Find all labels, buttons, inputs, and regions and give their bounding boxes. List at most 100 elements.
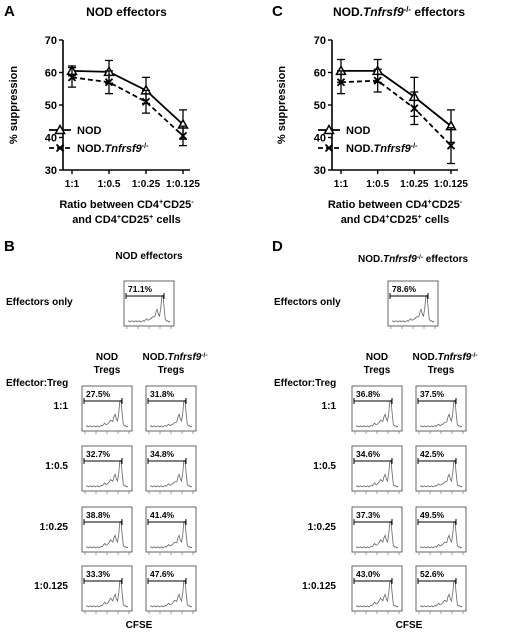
y-tick-label: 30 [45, 165, 57, 177]
histogram-frame [81, 506, 133, 553]
y-tick-label: 50 [314, 100, 326, 112]
y-tick-label: 50 [45, 100, 57, 112]
histogram-frame [351, 445, 403, 492]
y-tick-label: 70 [45, 35, 57, 47]
data-point-x [373, 76, 382, 85]
cfse-histogram: 78.6% [387, 280, 439, 329]
histogram-frame [123, 280, 175, 327]
ratio-label: 1:0.125 [34, 581, 68, 592]
y-tick-label: 30 [314, 165, 326, 177]
cfse-histogram: 27.5% [81, 385, 133, 434]
histogram-panel-B: B NOD effectors Effectors only 71.1% NOD Treg… [4, 238, 208, 631]
column-header-tnfrsf9: NOD.Tnfrsf9-/- [412, 352, 477, 364]
data-point-x [141, 97, 151, 106]
cfse-axis-label: CFSE [396, 620, 423, 631]
panel-title: NOD.Tnfrsf9-/- effectors [358, 254, 469, 266]
ratio-label: 1:0.5 [45, 461, 68, 472]
cfse-histogram: 49.5% [415, 506, 467, 555]
data-point-x [336, 78, 346, 87]
effectors-only-label: Effectors only [274, 297, 341, 308]
ratio-label: 1:1 [322, 401, 337, 412]
x-axis-label-line1: Ratio between CD4+CD25- [328, 198, 463, 211]
ratio-header: Effector:Treg [274, 378, 336, 389]
x-tick-label: 1:0.125 [434, 179, 468, 190]
cfse-histogram: 41.4% [145, 506, 197, 555]
ratio-header: Effector:Treg [6, 378, 68, 389]
legend-marker-x [324, 143, 334, 153]
histogram-frame [415, 385, 467, 432]
series-line [71, 76, 184, 137]
y-tick-label: 40 [45, 133, 57, 145]
panel-title: NOD effectors [115, 251, 183, 262]
ratio-label: 1:0.125 [302, 581, 336, 592]
cfse-histogram: 71.1% [123, 280, 175, 329]
legend-marker-triangle [54, 123, 66, 135]
cfse-histogram: 34.8% [145, 445, 197, 494]
gate-percentage: 32.7% [86, 449, 111, 459]
x-tick-label: 1:1 [334, 179, 349, 190]
chart-title: NOD.Tnfrsf9-/- effectors [333, 5, 465, 20]
legend-marker-triangle [323, 123, 335, 135]
x-tick-label: 1:0.5 [98, 179, 121, 190]
histogram-frame [415, 445, 467, 492]
cfse-histogram: 37.5% [415, 385, 467, 434]
histogram-frame [145, 385, 197, 432]
gate-percentage: 71.1% [128, 284, 153, 294]
gate-percentage: 38.8% [86, 510, 111, 520]
cfse-histogram: 42.5% [415, 445, 467, 494]
ratio-label: 1:0.5 [313, 461, 336, 472]
gate-percentage: 34.8% [150, 449, 175, 459]
gate-percentage: 49.5% [420, 510, 445, 520]
column-header-tregs: Tregs [158, 365, 185, 376]
y-axis-label: % suppression [8, 66, 20, 145]
legend-label-nod: NOD [346, 125, 371, 137]
histogram-frame [351, 385, 403, 432]
y-tick-label: 60 [45, 68, 57, 80]
legend: NOD NOD.Tnfrsf9-/- [318, 123, 418, 155]
legend-label-tnfrsf9: NOD.Tnfrsf9-/- [346, 142, 418, 155]
column-header-nod: NOD [96, 352, 118, 363]
panel-letter: C [272, 3, 283, 20]
ratio-label: 1:1 [54, 401, 69, 412]
legend: NOD NOD.Tnfrsf9-/- [49, 123, 149, 155]
line-chart-C: C NOD.Tnfrsf9-/- effectors 30 40 50 60 70 1:1 1:… [272, 3, 468, 226]
histogram-frame [351, 506, 403, 553]
legend-label-tnfrsf9: NOD.Tnfrsf9-/- [77, 142, 149, 155]
cfse-histogram: 47.6% [145, 565, 197, 614]
gate-percentage: 42.5% [420, 449, 445, 459]
data-point-x [178, 131, 188, 141]
data-point-x [104, 78, 114, 87]
gate-percentage: 37.3% [356, 510, 381, 520]
gate-percentage: 52.6% [420, 569, 445, 579]
legend-label-nod: NOD [77, 125, 102, 137]
gate-percentage: 31.8% [150, 389, 175, 399]
column-header-tregs: Tregs [428, 365, 455, 376]
cfse-histogram: 36.8% [351, 385, 403, 434]
y-tick-label: 40 [314, 133, 326, 145]
series-tnfrsf9 [67, 66, 188, 147]
x-tick-label: 1:1 [65, 179, 80, 190]
panel-letter: B [4, 238, 15, 255]
gate-percentage: 78.6% [392, 284, 417, 294]
panel-letter: A [4, 3, 15, 20]
cfse-histogram: 33.3% [81, 565, 133, 614]
column-header-tnfrsf9: NOD.Tnfrsf9-/- [142, 352, 207, 364]
histogram-frame [81, 445, 133, 492]
histogram-frame [145, 506, 197, 553]
histogram-frame [145, 565, 197, 612]
series-line [71, 69, 184, 126]
histogram-panel-D: D NOD.Tnfrsf9-/- effectors Effectors only 7… [272, 238, 478, 631]
x-tick-label: 1:0.25 [400, 179, 429, 190]
cfse-histogram: 34.6% [351, 445, 403, 494]
cfse-histogram: 37.3% [351, 506, 403, 555]
series-line [341, 69, 452, 127]
data-point-x [410, 104, 419, 113]
histogram-frame [415, 565, 467, 612]
gate-percentage: 34.6% [356, 449, 381, 459]
legend-marker-x [55, 143, 65, 153]
chart-title: NOD effectors [86, 5, 167, 19]
x-axis-label-line1: Ratio between CD4+CD25- [59, 198, 194, 211]
panel-letter: D [272, 238, 283, 255]
series-tnfrsf9 [336, 68, 456, 165]
series-line [340, 79, 452, 147]
